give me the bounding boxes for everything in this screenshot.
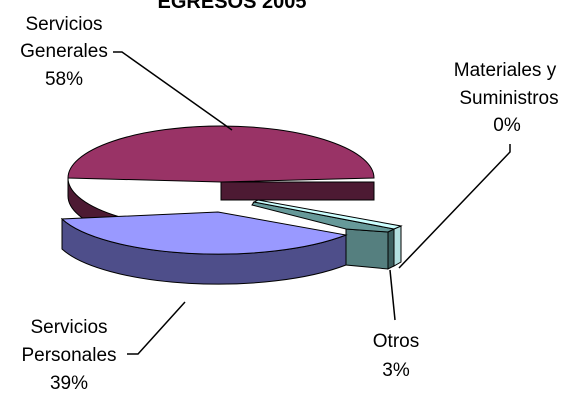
label-otros: Otros 3% — [373, 331, 419, 381]
slice-name-line: Otros — [373, 331, 419, 352]
svg-text:Servicios: Servicios — [25, 14, 102, 35]
slice-name-line: Servicios — [30, 317, 107, 338]
slice-name-line: Generales — [20, 41, 108, 62]
slice-materiales-y-suministros — [252, 199, 403, 267]
slice-percent-label: 58% — [45, 69, 83, 90]
slice-otros — [251, 201, 396, 270]
slice-percent-label: 39% — [50, 373, 88, 394]
label-servicios-personales: Servicios Personales 39% — [21, 317, 116, 394]
slice-percent-label: 3% — [382, 360, 410, 381]
slice-name-line: Suministros — [459, 88, 558, 109]
label-materiales-y-suministros: Materiales y Suministros 0% — [454, 60, 559, 136]
label-servicios-generales: Servicios Generales 58% — [20, 14, 108, 90]
slice-percent-label: 0% — [493, 115, 521, 136]
chart-title: EGRESOS 2005 — [158, 0, 307, 13]
leader-line-servicios-generales — [113, 51, 233, 131]
slice-name-line: Materiales y — [454, 60, 557, 81]
slice-name-line: Personales — [21, 345, 116, 366]
slice-name-line: Servicios — [25, 14, 102, 35]
leader-line-materiales-y-suministros — [398, 144, 511, 269]
leader-line-otros — [389, 269, 396, 321]
leader-line-servicios-personales — [127, 301, 186, 355]
slice-servicios-personales — [60, 211, 348, 285]
